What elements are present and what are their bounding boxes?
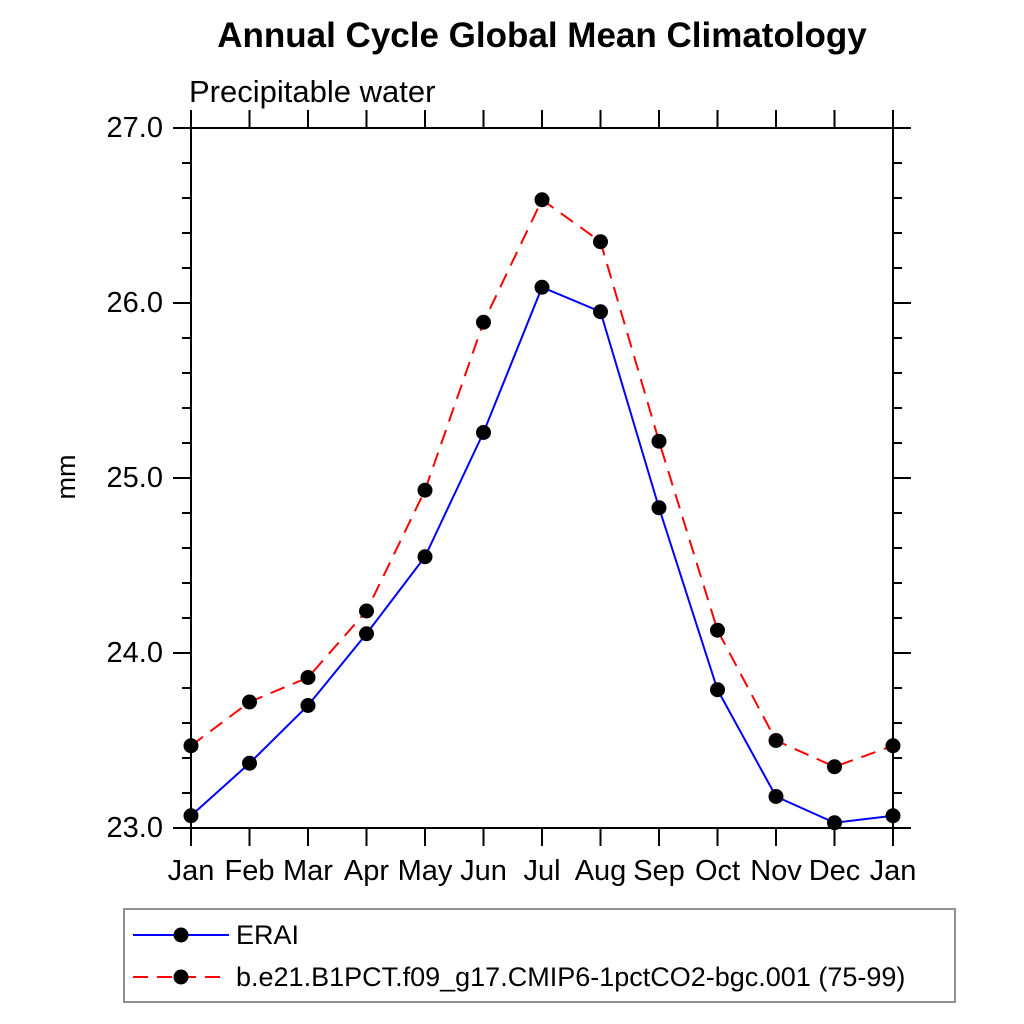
data-point-marker-s0-9 [710,682,725,698]
legend-marker-model [173,969,189,985]
data-point-marker-s0-11 [827,815,842,831]
legend-label-erai: ERAI [236,920,299,950]
x-tick-label: Jan [168,855,215,887]
data-point-marker-s0-4 [417,549,433,565]
data-point-marker-s0-1 [242,755,257,771]
data-point-marker-s1-12 [885,738,901,754]
legend: ERAI b.e21.B1PCT.f09_g17.CMIP6-1pctCO2-b… [123,908,956,1003]
x-tick-label: Sep [633,855,685,887]
data-point-marker-s1-2 [300,670,316,685]
plot-frame [190,127,894,829]
y-tick-label: 27.0 [107,112,163,144]
x-tick-label: May [398,855,453,887]
y-axis-label: mm [51,455,81,500]
legend-label-model: b.e21.B1PCT.f09_g17.CMIP6-1pctCO2-bgc.00… [236,962,905,992]
x-tick-label: Oct [695,855,740,887]
data-point-marker-s0-3 [359,626,374,642]
data-point-marker-s1-8 [651,433,667,449]
data-point-marker-s0-12 [885,808,901,824]
data-point-marker-s0-8 [651,500,667,516]
data-point-marker-s1-1 [242,694,257,710]
data-point-marker-s0-10 [768,789,784,804]
y-tick-label: 26.0 [107,287,163,319]
y-tick-label: 23.0 [107,812,163,844]
x-tick-label: Mar [283,855,333,887]
x-tick-label: Nov [750,855,802,887]
x-tick-label: Aug [575,855,627,887]
chart-title: Annual Cycle Global Mean Climatology [217,16,867,55]
data-point-marker-s1-6 [534,192,550,208]
data-point-marker-s1-11 [827,759,842,775]
data-point-marker-s1-0 [183,738,199,754]
data-point-marker-s1-4 [417,482,433,498]
data-point-marker-s1-3 [359,603,374,619]
x-tick-label: Jun [460,855,507,887]
data-point-marker-s1-7 [593,234,608,250]
legend-box [123,908,956,1003]
x-tick-label: Dec [809,855,861,887]
data-point-marker-s0-0 [183,808,199,824]
data-point-marker-s1-5 [476,314,491,330]
data-point-marker-s0-6 [534,279,550,295]
y-tick-label: 24.0 [107,637,163,669]
plot-area: 23.0 24.0 25.0 26.0 27.0 Jan Feb Mar Apr May Jun Ju… [107,110,917,887]
x-tick-label: Feb [225,855,275,887]
series-line-0 [190,285,894,824]
data-point-marker-s0-7 [593,304,608,320]
data-point-marker-s0-5 [476,425,491,440]
y-tick-label: 25.0 [107,462,163,494]
x-tick-label: Jul [523,855,560,887]
x-tick-label: Apr [344,855,389,887]
data-point-marker-s1-10 [768,733,784,748]
data-point-marker-s0-2 [300,698,316,713]
legend-marker-erai [173,927,189,943]
x-tick-label: Jan [870,855,917,887]
chart-subtitle: Precipitable water [189,74,435,109]
data-point-marker-s1-9 [710,622,725,638]
